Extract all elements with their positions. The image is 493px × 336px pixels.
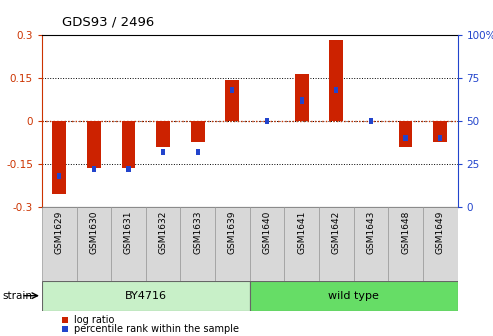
Text: BY4716: BY4716: [125, 291, 167, 301]
Bar: [87, 121, 101, 168]
Text: percentile rank within the sample: percentile rank within the sample: [73, 324, 239, 334]
Bar: [319, 207, 353, 281]
Text: GDS93 / 2496: GDS93 / 2496: [62, 15, 154, 29]
Bar: [161, 149, 165, 155]
Bar: [438, 135, 442, 141]
Bar: [42, 281, 250, 311]
Text: GSM1630: GSM1630: [89, 210, 99, 254]
Bar: [388, 207, 423, 281]
Bar: [369, 118, 373, 124]
Bar: [215, 207, 250, 281]
Bar: [295, 74, 309, 121]
Bar: [250, 281, 458, 311]
Bar: [180, 207, 215, 281]
Text: GSM1640: GSM1640: [262, 210, 272, 254]
Text: log ratio: log ratio: [73, 315, 114, 325]
Bar: [423, 207, 458, 281]
Bar: [230, 87, 235, 93]
Text: GSM1633: GSM1633: [193, 210, 202, 254]
Bar: [122, 121, 136, 168]
Bar: [156, 121, 170, 146]
Text: GSM1649: GSM1649: [436, 210, 445, 254]
Bar: [146, 207, 180, 281]
Text: GSM1642: GSM1642: [332, 210, 341, 254]
Text: GSM1629: GSM1629: [55, 210, 64, 254]
Bar: [92, 166, 96, 172]
Bar: [284, 207, 319, 281]
Bar: [111, 207, 146, 281]
Bar: [57, 173, 61, 179]
Bar: [353, 207, 388, 281]
Bar: [433, 121, 447, 142]
Bar: [225, 80, 239, 121]
Bar: [329, 40, 343, 121]
Bar: [300, 97, 304, 103]
Text: GSM1643: GSM1643: [366, 210, 376, 254]
Bar: [191, 121, 205, 142]
Bar: [403, 135, 408, 141]
Bar: [265, 118, 269, 124]
Bar: [42, 207, 76, 281]
Bar: [250, 207, 284, 281]
Text: GSM1639: GSM1639: [228, 210, 237, 254]
Bar: [399, 121, 413, 146]
Bar: [196, 149, 200, 155]
Bar: [126, 166, 131, 172]
Bar: [334, 87, 338, 93]
Text: GSM1648: GSM1648: [401, 210, 410, 254]
Bar: [76, 207, 111, 281]
Text: GSM1632: GSM1632: [159, 210, 168, 254]
Text: GSM1631: GSM1631: [124, 210, 133, 254]
Text: GSM1641: GSM1641: [297, 210, 306, 254]
Text: wild type: wild type: [328, 291, 379, 301]
Text: strain: strain: [2, 291, 33, 301]
Bar: [52, 121, 66, 194]
